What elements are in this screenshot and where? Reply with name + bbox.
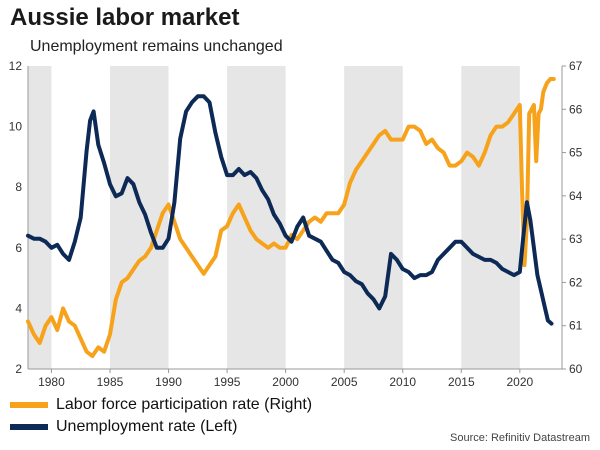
y-right-tick-label-61: 61 [569, 319, 583, 333]
shaded-period-3 [344, 66, 403, 369]
y-left-tick-label-4: 4 [15, 301, 22, 315]
y-left-tick-label-12: 12 [9, 59, 23, 73]
y-left-tick-label-10: 10 [9, 120, 23, 134]
legend-swatch-participation [10, 402, 48, 408]
chart-canvas: 1980 1985 1990 1995 2000 2005 2010 2015 2020 2 4 6 8… [9, 59, 583, 389]
legend: Labor force participation rate (Right) U… [10, 394, 312, 438]
chart-subtitle: Unemployment remains unchanged [30, 38, 283, 55]
y-left-tick-label-6: 6 [15, 241, 22, 255]
y-right-tick-label-66: 66 [569, 102, 583, 116]
x-tick-label-1985: 1985 [97, 375, 124, 389]
legend-item-unemployment: Unemployment rate (Left) [10, 416, 312, 438]
x-tick-label-2015: 2015 [448, 375, 475, 389]
y-right-tick-label-64: 64 [569, 189, 583, 203]
source-note: Source: Refinitiv Datastream [450, 432, 590, 444]
y-right-tick-label-60: 60 [569, 362, 583, 376]
chart-title: Aussie labor market [10, 4, 240, 31]
legend-swatch-unemployment [10, 424, 48, 430]
legend-item-participation: Labor force participation rate (Right) [10, 394, 312, 416]
y-right-tick-label-67: 67 [569, 59, 583, 73]
x-tick-label-2010: 2010 [389, 375, 416, 389]
y-left-tick-label-8: 8 [15, 180, 22, 194]
x-tick-label-1990: 1990 [155, 375, 182, 389]
legend-label-participation: Labor force participation rate (Right) [56, 396, 313, 413]
x-tick-label-1980: 1980 [38, 375, 65, 389]
x-tick-label-2005: 2005 [331, 375, 358, 389]
shaded-period-0 [28, 66, 52, 369]
shaded-period-4 [461, 66, 520, 369]
series-line-unemployment [26, 94, 554, 326]
series-line-participation [26, 77, 556, 358]
y-right-tick-label-65: 65 [569, 146, 583, 160]
y-left-tick-label-2: 2 [15, 362, 22, 376]
shaded-period-1 [109, 66, 169, 369]
x-tick-label-2000: 2000 [272, 375, 299, 389]
x-tick-label-1995: 1995 [214, 375, 241, 389]
y-right-tick-label-62: 62 [569, 275, 583, 289]
y-right-tick-label-63: 63 [569, 232, 583, 246]
legend-label-unemployment: Unemployment rate (Left) [56, 418, 238, 435]
x-tick-label-2020: 2020 [506, 375, 533, 389]
